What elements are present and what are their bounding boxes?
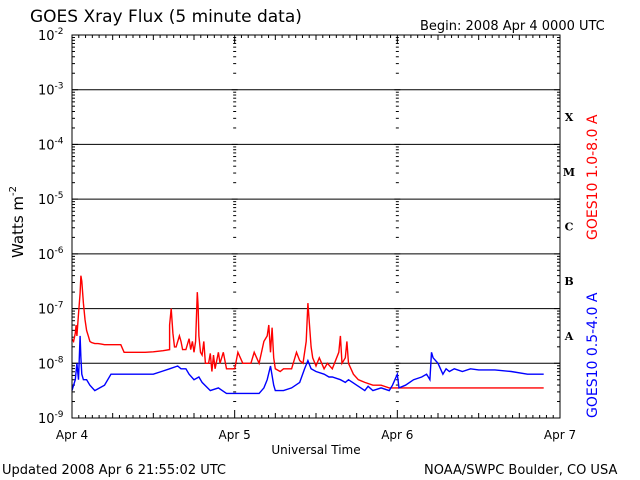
flare-class-label: C [565, 221, 574, 234]
y-tick-base: 10 [38, 193, 55, 208]
x-tick-labels: Apr 4 Apr 5 Apr 6 Apr 7 [56, 428, 576, 442]
y-tick-label: 10-2 [38, 27, 64, 44]
flare-class-label: X [565, 111, 574, 124]
footer-credit: NOAA/SWPC Boulder, CO USA [424, 463, 617, 478]
y-tick-exponent: -6 [55, 246, 64, 256]
series-lines [71, 275, 544, 395]
y-axis-label-exponent: -2 [8, 186, 19, 196]
x-tick-label: Apr 4 [56, 428, 88, 442]
x-tick-label: Apr 6 [381, 428, 413, 442]
y-tick-label: 10-4 [38, 136, 64, 153]
y-tick-exponent: -9 [55, 410, 64, 420]
y-tick-base: 10 [38, 138, 55, 153]
y-tick-label: 10-3 [38, 82, 64, 99]
y-tick-base: 10 [38, 412, 55, 427]
flare-class-label: B [564, 275, 573, 288]
y-tick-exponent: -3 [55, 82, 64, 92]
chart-title: GOES Xray Flux (5 minute data) [30, 7, 302, 27]
x-tick-label: Apr 7 [544, 428, 576, 442]
y-tick-base: 10 [38, 29, 55, 44]
y-tick-base: 10 [38, 357, 55, 372]
x-tick-marks [71, 35, 561, 419]
y-tick-base: 10 [38, 303, 55, 318]
y-tick-base: 10 [38, 248, 55, 263]
y-axis-label-text: Watts m [9, 196, 27, 258]
y-tick-label: 10-9 [38, 410, 64, 427]
flare-class-labels: X M C B A [563, 111, 575, 343]
y-tick-base: 10 [38, 84, 55, 99]
grid [72, 89, 560, 364]
y-tick-label: 10-8 [38, 355, 64, 372]
y-tick-label: 10-6 [38, 246, 64, 263]
legend-series-0-5-4-0: GOES10 0.5-4.0 A [585, 292, 601, 418]
x-tick-label: Apr 5 [219, 428, 251, 442]
footer-updated: Updated 2008 Apr 6 21:55:02 UTC [2, 463, 226, 478]
y-tick-label: 10-7 [38, 301, 64, 318]
y-tick-exponent: -2 [55, 27, 64, 37]
y-tick-exponent: -8 [55, 355, 64, 365]
flare-class-label: A [564, 330, 574, 343]
y-tick-exponent: -5 [55, 191, 64, 201]
y-tick-labels: 10-210-310-410-510-610-710-810-9 [38, 27, 64, 427]
x-axis-label: Universal Time [271, 443, 360, 457]
flare-class-label: M [563, 166, 575, 179]
y-tick-exponent: -7 [55, 301, 64, 311]
begin-label: Begin: 2008 Apr 4 0000 UTC [420, 19, 605, 34]
series-line-1-0-8-0 [71, 275, 544, 389]
series-line-0-5-4-0 [71, 335, 544, 395]
y-axis-label: Watts m-2 [8, 186, 27, 258]
plot-frame [71, 34, 561, 419]
y-tick-label: 10-5 [38, 191, 64, 208]
y-tick-exponent: -4 [55, 136, 64, 146]
legend-series-1-0-8-0: GOES10 1.0-8.0 A [585, 114, 601, 240]
